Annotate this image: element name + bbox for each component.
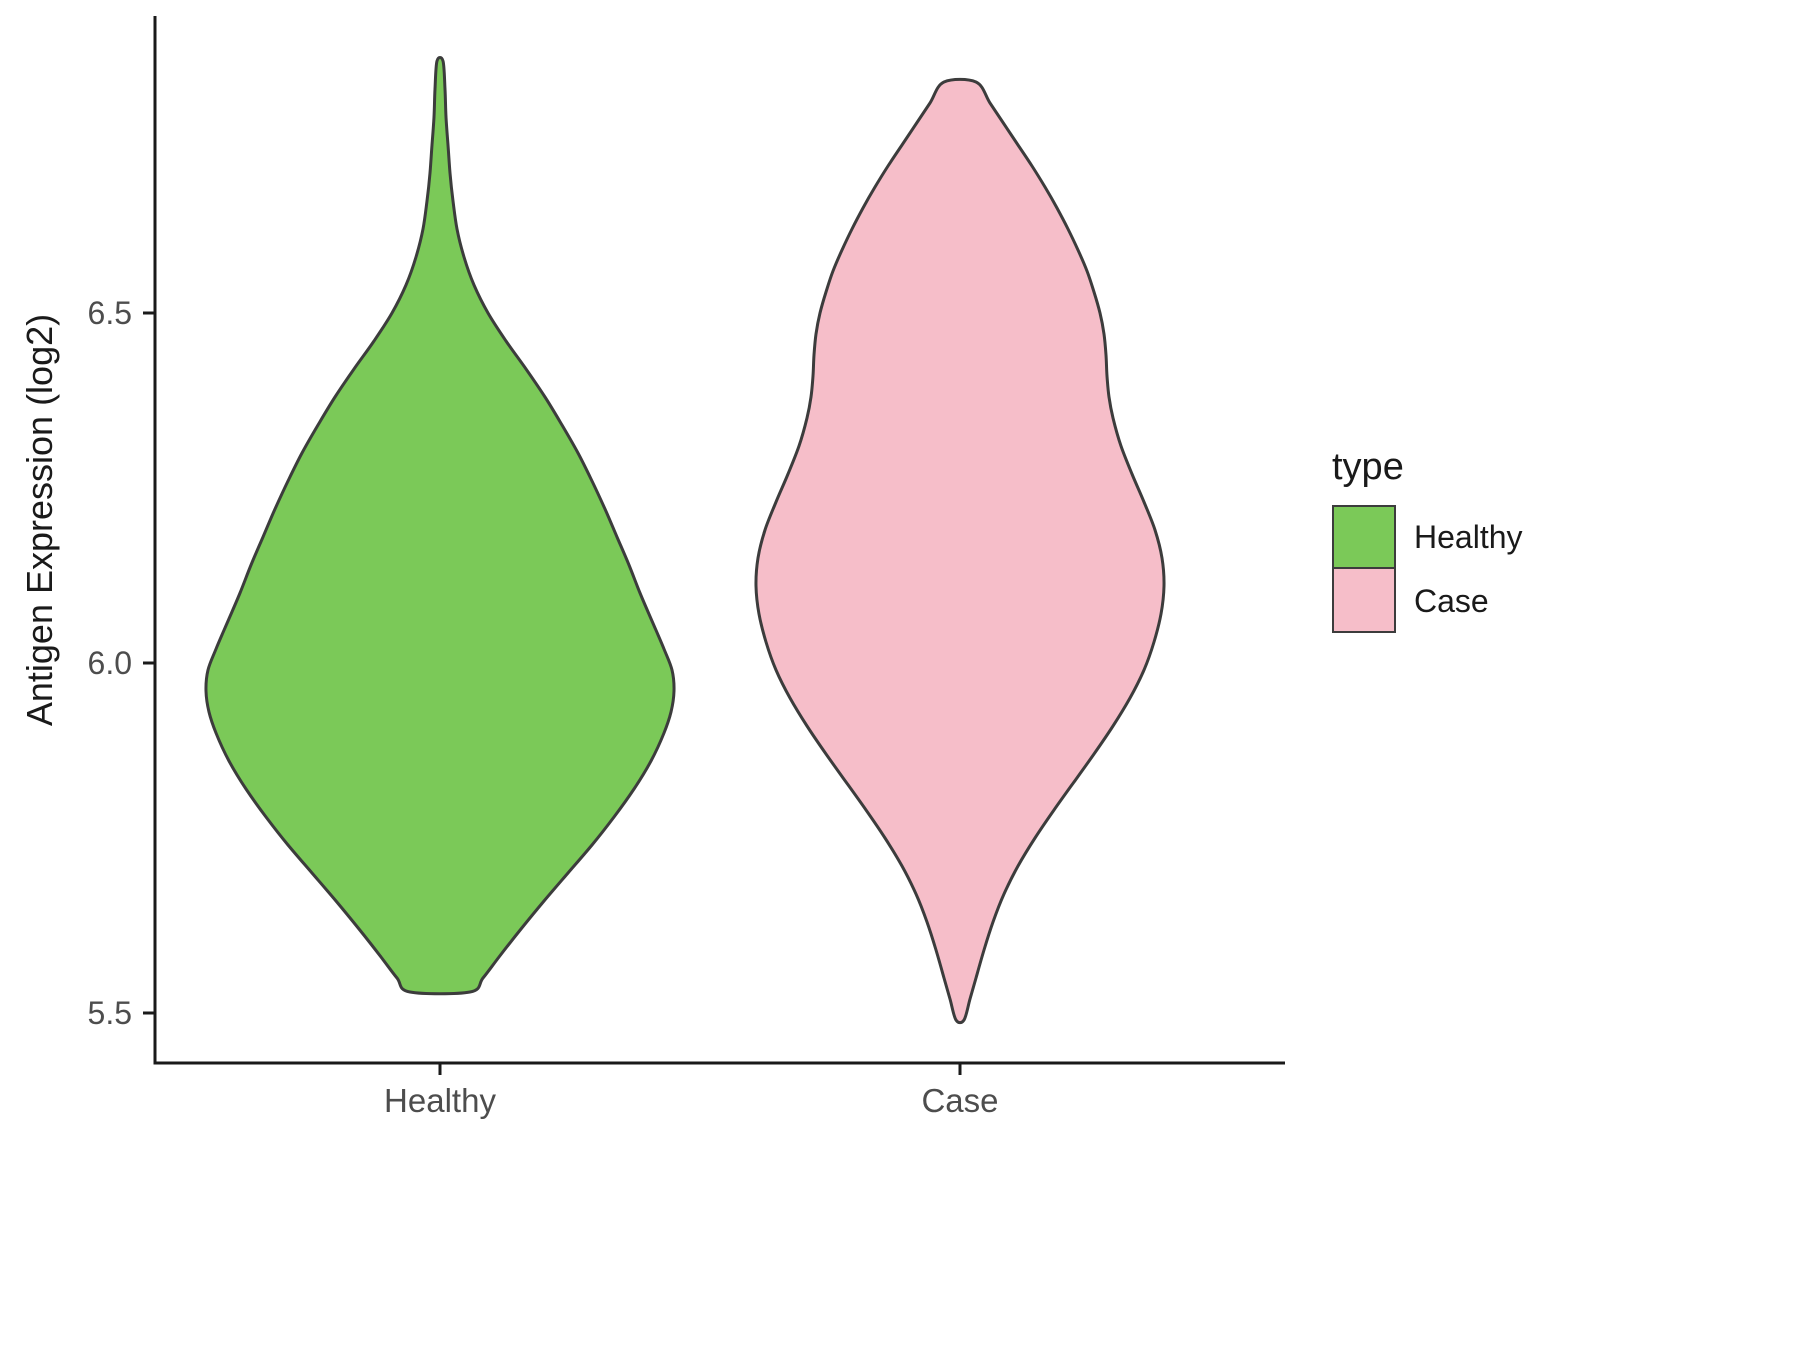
x-category-label-case: Case bbox=[921, 1082, 999, 1119]
legend-entry-healthy: Healthy bbox=[1332, 505, 1523, 569]
x-category-label-healthy: Healthy bbox=[384, 1082, 496, 1119]
y-tick-label: 6.5 bbox=[87, 295, 132, 331]
legend-label-case: Case bbox=[1414, 582, 1489, 619]
y-tick-label: 5.5 bbox=[87, 995, 132, 1031]
legend: type Healthy Case bbox=[1332, 446, 1523, 633]
legend-key-healthy bbox=[1332, 505, 1396, 569]
legend-key-case bbox=[1332, 569, 1396, 633]
axis-ticks bbox=[143, 311, 962, 1075]
legend-entry-case: Case bbox=[1332, 569, 1523, 633]
y-tick-label: 6.0 bbox=[87, 645, 132, 681]
violins-group bbox=[204, 56, 1166, 1025]
legend-label-healthy: Healthy bbox=[1414, 518, 1523, 555]
violin-case bbox=[754, 77, 1166, 1025]
legend-title: type bbox=[1332, 446, 1404, 488]
legend-items: Healthy Case bbox=[1332, 505, 1523, 633]
violin-healthy bbox=[204, 56, 676, 996]
y-axis-title: Antigen Expression (log2) bbox=[19, 313, 60, 727]
